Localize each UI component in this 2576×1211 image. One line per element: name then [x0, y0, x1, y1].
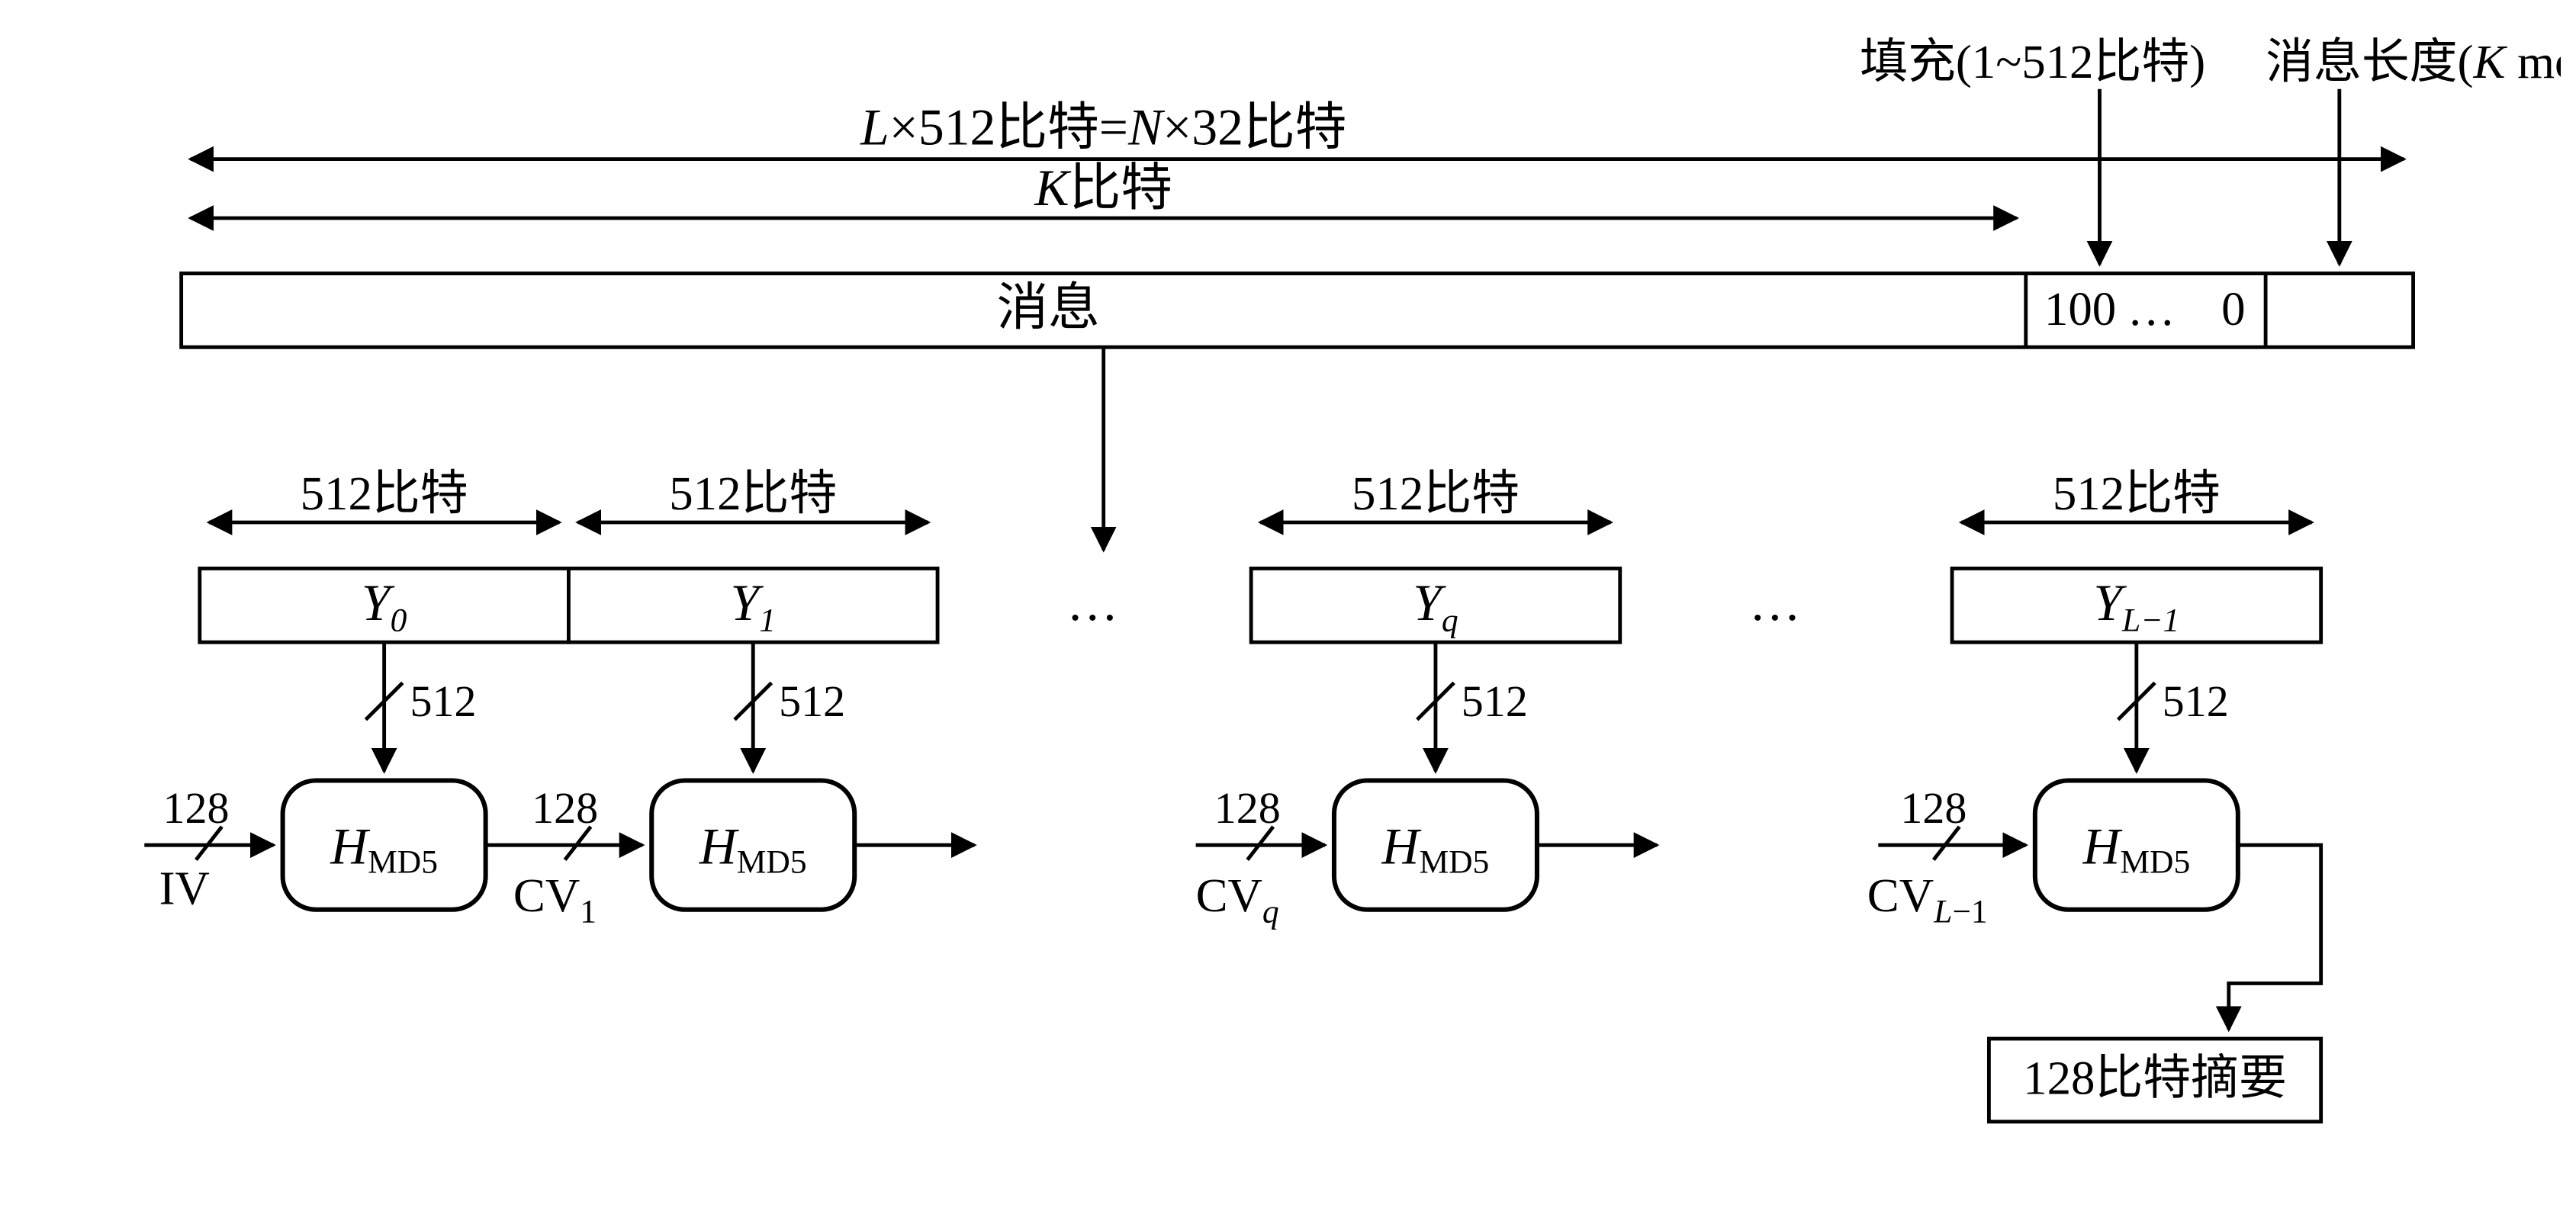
md5-diagram: 填充(1~512比特) 消息长度(K mod 264) L×512比特=N×32… [15, 15, 2561, 1196]
cvq-label: CVq [1196, 869, 1279, 930]
cvL-label: CVL−1 [1867, 869, 1988, 930]
block-spans: 512比特 512比特 512比特 512比特 [209, 467, 2312, 522]
svg-text:100: 100 [2044, 282, 2116, 336]
span-y0: 512比特 [301, 467, 468, 520]
slash512-L: 512 [2163, 676, 2229, 726]
slash128-1: 128 [532, 783, 598, 833]
y-blocks: Y0 Y1 … Yq … YL−1 [200, 568, 2321, 642]
cv1-label: CV1 [513, 869, 597, 930]
span-L-label: L×512比特=N×32比特 [860, 98, 1346, 156]
span-K-label: K比特 [1034, 159, 1172, 217]
slash128-iv: 128 [162, 783, 229, 833]
iv-label: IV [159, 862, 210, 915]
y-to-h-arrows: 512 512 512 512 [365, 642, 2228, 771]
span-y1: 512比特 [669, 467, 837, 520]
slash512-q: 512 [1462, 676, 1528, 726]
dots-1: … [1066, 574, 1118, 631]
span-yL: 512比特 [2053, 467, 2221, 520]
length-label: 消息长度(K mod 264) [2266, 34, 2561, 88]
slash512-0: 512 [410, 676, 476, 726]
slash512-1: 512 [779, 676, 845, 726]
slash128-q: 128 [1214, 783, 1281, 833]
padding-label: 填充(1~512比特) [1860, 35, 2205, 88]
svg-text:…: … [2127, 282, 2176, 336]
slash128-L: 128 [1900, 783, 1967, 833]
svg-text:0: 0 [2221, 282, 2245, 336]
message-text: 消息 [996, 279, 1099, 336]
span-yq: 512比特 [1352, 467, 1520, 520]
svg-text:消息长度(K mod 264): 消息长度(K mod 264) [2266, 34, 2561, 88]
digest-label: 128比特摘要 [2023, 1052, 2287, 1105]
hL-to-digest [2229, 845, 2321, 1030]
dots-2: … [1749, 574, 1801, 631]
